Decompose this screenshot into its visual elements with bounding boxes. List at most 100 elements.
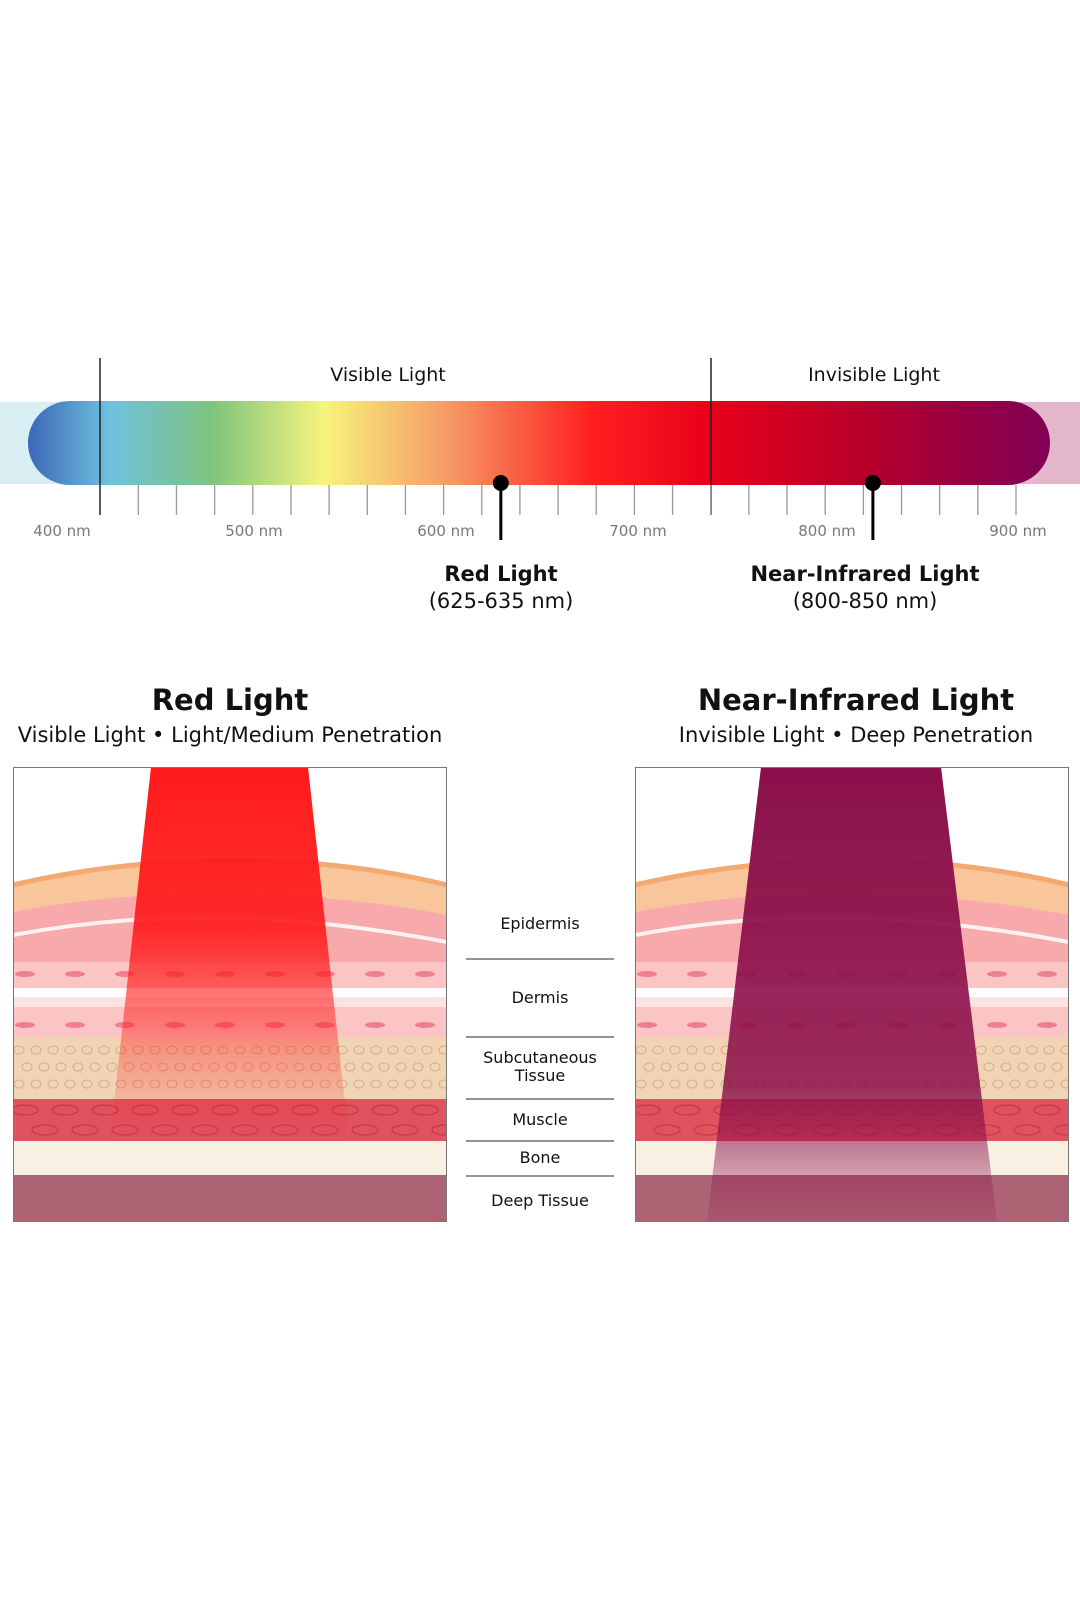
fat-cell — [421, 1079, 433, 1089]
wavelength-markers — [492, 475, 881, 540]
fat-cell — [38, 1062, 50, 1072]
layer-label-epidermis: Epidermis — [500, 914, 580, 933]
muscle-fiber — [635, 1104, 661, 1116]
fat-cell — [1009, 1045, 1021, 1055]
fat-cell — [378, 1062, 390, 1072]
fat-cell — [404, 1079, 416, 1089]
fat-cell — [106, 1062, 118, 1072]
muscle-fiber — [431, 1124, 447, 1136]
cell-dot — [415, 1022, 435, 1028]
tick-label-700: 700 nm — [609, 522, 667, 540]
fat-cell — [64, 1079, 76, 1089]
fat-cell — [438, 1045, 447, 1055]
marker-red-range: (625-635 nm) — [428, 589, 574, 613]
panel-red-subtitle: Visible Light • Light/Medium Penetration — [17, 723, 443, 747]
fat-cell — [395, 1062, 407, 1072]
muscle-fiber — [1053, 1124, 1069, 1136]
fat-cell — [344, 1062, 356, 1072]
muscle-fiber — [351, 1124, 379, 1136]
muscle-fiber — [31, 1124, 59, 1136]
fat-cell — [21, 1062, 33, 1072]
panel-nir-subtitle: Invisible Light • Deep Penetration — [678, 723, 1034, 747]
fat-cell — [47, 1045, 59, 1055]
fat-cell — [438, 1079, 447, 1089]
skin-panel-near-infrared — [635, 767, 1069, 1222]
muscle-fiber — [673, 1104, 701, 1116]
fat-cell — [429, 1062, 441, 1072]
fat-cell — [1043, 1045, 1055, 1055]
panel-red-title: Red Light — [151, 683, 309, 717]
panel-border — [635, 767, 1069, 1222]
cell-dot — [687, 971, 707, 977]
muscle-fiber — [391, 1124, 419, 1136]
fat-cell — [353, 1079, 365, 1089]
cell-dot — [15, 971, 35, 977]
fat-cell — [421, 1045, 433, 1055]
tick-label-600: 600 nm — [417, 522, 475, 540]
fat-cell — [387, 1079, 399, 1089]
cell-dot — [65, 1022, 85, 1028]
fat-cell — [686, 1079, 698, 1089]
fat-cell — [1000, 1062, 1012, 1072]
fat-cell — [1051, 1062, 1063, 1072]
layer-label-deep-tissue: Deep Tissue — [491, 1191, 589, 1210]
fat-cell — [89, 1062, 101, 1072]
fat-cell — [1060, 1079, 1069, 1089]
skin-panel-red-light — [13, 767, 447, 1222]
cell-dot — [987, 1022, 1007, 1028]
cell-dot — [365, 1022, 385, 1028]
red-light-marker-dot — [492, 475, 509, 491]
fat-cell — [669, 1045, 681, 1055]
muscle-fiber — [1033, 1104, 1061, 1116]
near-infrared-beam — [707, 767, 997, 1222]
fat-cell — [1060, 1045, 1069, 1055]
fat-cell — [361, 1062, 373, 1072]
muscle-fiber — [13, 1104, 39, 1116]
muscle-fiber — [51, 1104, 79, 1116]
fat-cell — [81, 1079, 93, 1089]
fat-cell — [643, 1062, 655, 1072]
fat-cell — [1026, 1079, 1038, 1089]
fat-cell — [72, 1062, 84, 1072]
layer-dividers — [466, 958, 614, 1177]
fat-cell — [677, 1062, 689, 1072]
muscle-fiber — [371, 1104, 399, 1116]
fat-cell — [1043, 1079, 1055, 1089]
panel-nir-title: Near-Infrared Light — [697, 683, 1015, 717]
tick-marks — [137, 485, 1017, 515]
fat-cell — [81, 1045, 93, 1055]
fat-cell — [983, 1062, 995, 1072]
tick-label-900: 900 nm — [989, 522, 1047, 540]
muscle-fiber — [993, 1104, 1021, 1116]
fat-cell — [711, 1062, 723, 1072]
nir-marker-dot — [864, 475, 881, 491]
muscle-fiber — [411, 1104, 439, 1116]
fat-cell — [47, 1079, 59, 1089]
fat-cell — [992, 1045, 1004, 1055]
fat-cell — [64, 1045, 76, 1055]
muscle-fiber — [653, 1124, 681, 1136]
cell-dot — [1037, 1022, 1057, 1028]
spectrum-bar — [28, 401, 1050, 485]
fat-cell — [975, 1045, 987, 1055]
fat-cell — [652, 1045, 664, 1055]
spectrum-graphic — [0, 358, 1080, 540]
layer-label-bone: Bone — [519, 1148, 561, 1167]
fat-cell — [353, 1045, 365, 1055]
layer-label-muscle: Muscle — [512, 1110, 568, 1129]
fat-cell — [370, 1045, 382, 1055]
fat-cell — [55, 1062, 67, 1072]
tick-label-800: 800 nm — [798, 522, 856, 540]
cell-dot — [687, 1022, 707, 1028]
fat-cell — [1026, 1045, 1038, 1055]
cell-dot — [637, 971, 657, 977]
cell-dot — [65, 971, 85, 977]
fat-cell — [1034, 1062, 1046, 1072]
cell-dot — [15, 1022, 35, 1028]
fat-cell — [652, 1079, 664, 1089]
fat-cell — [694, 1062, 706, 1072]
fat-cell — [30, 1045, 42, 1055]
marker-nir-range: (800-850 nm) — [792, 589, 938, 613]
muscle-fiber — [71, 1124, 99, 1136]
